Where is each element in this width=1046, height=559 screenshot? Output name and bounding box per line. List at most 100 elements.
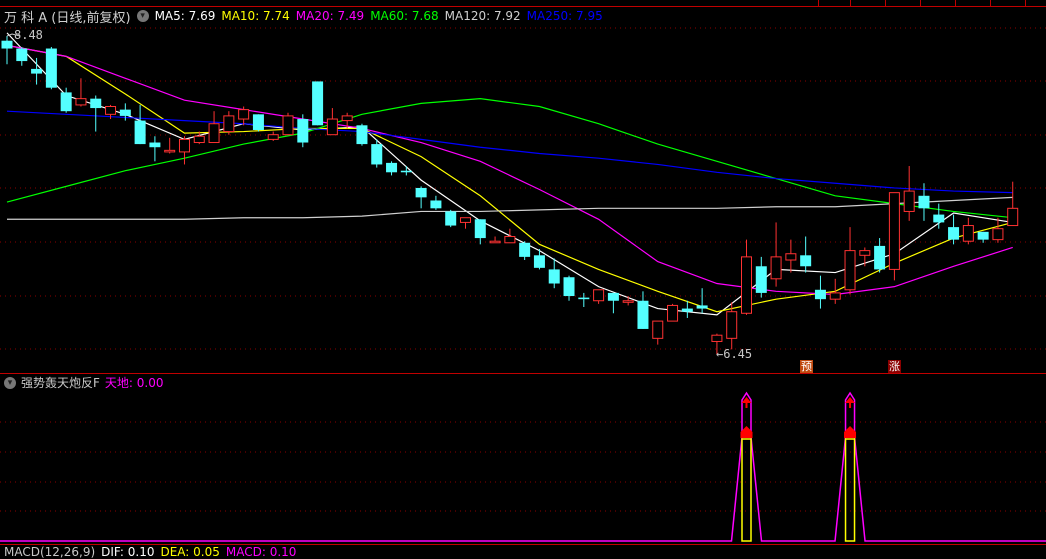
- tag-yu: 预: [800, 360, 813, 373]
- candle-body: [696, 305, 708, 309]
- candle: [149, 136, 161, 162]
- candle-body: [16, 48, 28, 62]
- candle-body: [430, 200, 442, 209]
- candle: [119, 103, 131, 121]
- candle-body: [474, 219, 486, 239]
- candle: [223, 111, 235, 135]
- candle-body: [578, 297, 590, 300]
- candle-body: [844, 250, 856, 291]
- macd-value: MACD: 0.10: [225, 545, 297, 559]
- chevron-down-icon[interactable]: ▾: [136, 10, 149, 22]
- ma-line-ma10: [6, 44, 1013, 313]
- candle: [16, 46, 28, 66]
- candle-body: [459, 217, 471, 223]
- ma-line-ma250: [6, 110, 1013, 194]
- candle: [238, 106, 250, 126]
- menu-tab[interactable]: [885, 0, 886, 6]
- macd-dea: DEA: 0.05: [160, 545, 220, 559]
- candle-body: [341, 115, 353, 122]
- candle-body: [755, 266, 767, 293]
- ma60-label: MA60: 7.68: [370, 9, 439, 23]
- candle-body: [400, 170, 412, 173]
- candle: [681, 300, 693, 318]
- candle-body: [252, 114, 264, 130]
- candlesticks: [1, 33, 1019, 354]
- indicator-name[interactable]: 强势轰天炮反F: [21, 376, 100, 390]
- menu-tab[interactable]: [955, 0, 956, 6]
- candle: [31, 57, 43, 85]
- candle-body: [223, 115, 235, 133]
- high-price-marker: 8.48: [14, 28, 43, 42]
- candle-body: [489, 240, 501, 244]
- candle: [356, 123, 368, 146]
- candle: [445, 209, 457, 228]
- candle: [400, 166, 412, 176]
- tag-zhang: 涨: [888, 360, 901, 373]
- candle-body: [386, 162, 398, 173]
- candle-body: [371, 144, 383, 165]
- candle-body: [563, 277, 575, 297]
- candle: [992, 217, 1004, 243]
- menu-tab[interactable]: [990, 0, 991, 6]
- macd-dif: DIF: 0.10: [101, 545, 155, 559]
- signal-mound-icon: [740, 426, 753, 438]
- candle-body: [356, 125, 368, 145]
- candle-body: [504, 236, 516, 244]
- signal-mound-icon: [844, 426, 857, 438]
- candle: [814, 275, 826, 309]
- chevron-down-icon[interactable]: ▾: [4, 376, 16, 389]
- candle: [297, 114, 309, 148]
- menu-tab[interactable]: [920, 0, 921, 6]
- indicator-header: ▾ 强势轰天炮反F 天地: 0.00: [4, 374, 163, 391]
- candle: [888, 192, 900, 281]
- candle-body: [178, 138, 190, 153]
- candle: [504, 228, 516, 244]
- moving-average-lines: [6, 32, 1013, 316]
- candle-body: [297, 119, 309, 143]
- ma250-label: MA250: 7.95: [526, 9, 603, 23]
- candle: [75, 78, 87, 107]
- ma-line-ma120: [7, 196, 1013, 220]
- candle: [134, 104, 146, 145]
- indicator-plot: [0, 391, 1046, 542]
- menu-tab[interactable]: [818, 0, 819, 6]
- candle-body: [238, 109, 250, 120]
- candle: [371, 139, 383, 168]
- candle: [711, 333, 723, 354]
- candle: [252, 114, 264, 132]
- candle-body: [962, 225, 974, 242]
- candle-body: [105, 105, 117, 115]
- stock-title: 万 科 A (日线,前复权): [4, 10, 131, 26]
- candle-body: [622, 300, 634, 303]
- candle-body: [267, 134, 279, 140]
- candle: [578, 292, 590, 308]
- candle-body: [208, 123, 220, 144]
- macd-name[interactable]: MACD(12,26,9): [4, 545, 96, 559]
- candle: [474, 219, 486, 245]
- candle-body: [164, 149, 176, 153]
- candle: [607, 292, 619, 314]
- candle-body: [800, 255, 812, 267]
- candle-body: [933, 214, 945, 223]
- candle: [415, 186, 427, 209]
- candle-body: [992, 228, 1004, 241]
- candle-body: [977, 231, 989, 240]
- candle: [459, 217, 471, 229]
- top-menu-bar: [0, 0, 1046, 7]
- candle-body: [1007, 207, 1019, 227]
- candle-body: [652, 320, 664, 339]
- candle: [563, 275, 575, 301]
- candle: [874, 238, 886, 273]
- candle: [962, 217, 974, 245]
- menu-tab[interactable]: [850, 0, 851, 6]
- indicator-line: [0, 391, 1046, 542]
- candle-body: [548, 269, 560, 284]
- candle: [312, 81, 324, 126]
- candle: [282, 112, 294, 136]
- ma-line-ma60: [6, 98, 1013, 219]
- candle: [918, 183, 930, 221]
- menu-tab[interactable]: [1025, 0, 1026, 6]
- candle: [60, 87, 72, 113]
- candle-body: [31, 68, 43, 74]
